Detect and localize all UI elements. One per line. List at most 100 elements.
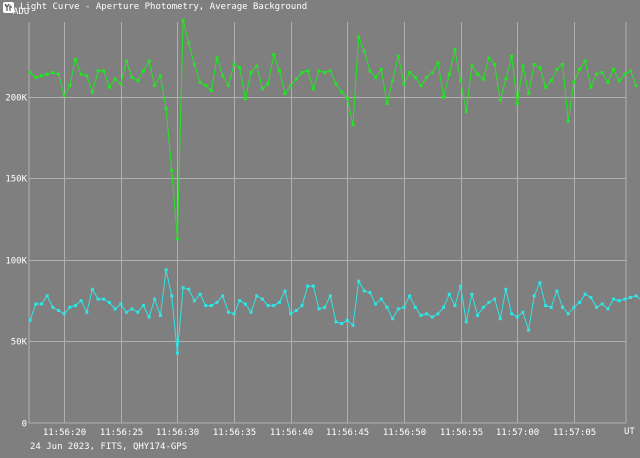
data-point xyxy=(413,75,417,79)
data-point xyxy=(617,79,621,83)
data-point xyxy=(436,312,440,316)
data-point xyxy=(629,296,632,299)
y-tick-label: 200K xyxy=(5,94,27,104)
data-point xyxy=(561,62,565,66)
data-point xyxy=(476,72,480,76)
data-point xyxy=(79,299,83,303)
data-point xyxy=(249,310,253,314)
data-point xyxy=(107,85,111,89)
data-point xyxy=(606,80,610,84)
data-point xyxy=(357,279,361,283)
data-point xyxy=(447,72,451,76)
data-point xyxy=(113,77,117,81)
data-point xyxy=(600,71,604,74)
data-point xyxy=(209,89,213,92)
footer-caption: 24 Jun 2023, FITS, QHY174-GPS xyxy=(30,442,187,452)
data-point xyxy=(221,294,225,298)
data-point xyxy=(555,289,559,293)
data-point xyxy=(600,302,604,306)
data-point xyxy=(119,82,123,86)
data-point xyxy=(334,320,338,324)
data-point xyxy=(538,281,542,285)
data-point xyxy=(374,75,378,79)
data-point xyxy=(192,299,196,303)
data-point xyxy=(198,80,202,84)
data-point xyxy=(629,69,632,73)
data-point xyxy=(96,69,100,73)
data-point xyxy=(181,286,185,290)
data-point xyxy=(164,268,168,272)
y-tick-label: 150K xyxy=(5,175,27,185)
data-point xyxy=(464,110,468,114)
data-point xyxy=(283,289,287,293)
data-point xyxy=(436,61,440,65)
data-point xyxy=(260,87,264,91)
data-point xyxy=(612,297,615,301)
data-point xyxy=(255,64,259,68)
data-point xyxy=(90,287,94,291)
data-point xyxy=(68,84,72,88)
data-point xyxy=(408,71,412,74)
data-point xyxy=(136,79,140,83)
data-point xyxy=(515,315,519,319)
data-point xyxy=(504,77,508,81)
data-point xyxy=(311,87,315,91)
data-point xyxy=(124,310,128,314)
data-point xyxy=(510,312,514,316)
data-point xyxy=(107,300,111,304)
data-point xyxy=(578,67,582,71)
data-point xyxy=(243,97,247,101)
data-point xyxy=(572,305,576,309)
data-point xyxy=(515,102,519,105)
data-point xyxy=(73,58,77,61)
data-point xyxy=(289,84,293,88)
data-point xyxy=(374,302,378,306)
data-point xyxy=(28,318,32,322)
data-point xyxy=(73,304,77,308)
data-point xyxy=(408,294,412,298)
data-point xyxy=(45,72,49,76)
data-point xyxy=(470,64,474,68)
data-point xyxy=(391,79,395,83)
data-point xyxy=(583,59,587,63)
data-point xyxy=(192,62,196,66)
data-point xyxy=(493,62,497,66)
title-bar: Light Curve - Aperture Photometry, Avera… xyxy=(0,0,640,15)
data-point xyxy=(51,71,55,74)
data-point xyxy=(34,302,38,306)
data-point xyxy=(459,79,463,83)
data-point xyxy=(215,56,219,60)
data-point xyxy=(351,123,355,127)
data-point xyxy=(504,287,508,291)
data-point xyxy=(566,119,570,123)
y-tick-label: 100K xyxy=(5,257,27,267)
data-point xyxy=(419,84,423,88)
y-tick-label: 50K xyxy=(11,338,28,348)
data-point xyxy=(521,310,525,314)
data-point xyxy=(204,84,208,88)
data-point xyxy=(413,305,417,309)
data-point xyxy=(379,67,383,71)
data-point xyxy=(249,71,253,74)
data-point xyxy=(113,307,117,311)
data-point xyxy=(40,74,43,78)
data-point xyxy=(141,304,145,308)
data-point xyxy=(317,307,321,311)
data-point xyxy=(28,71,32,74)
data-point xyxy=(589,296,593,299)
data-point xyxy=(181,18,185,22)
data-point xyxy=(362,49,366,53)
data-point xyxy=(294,309,298,312)
data-point xyxy=(606,307,610,311)
light-curve-app-icon[interactable] xyxy=(3,2,14,13)
x-tick-label: 11:57:00 xyxy=(496,428,539,438)
data-point xyxy=(175,237,179,241)
data-point xyxy=(306,69,310,73)
data-point xyxy=(589,85,593,89)
data-point xyxy=(357,35,361,39)
x-tick-label: 11:56:55 xyxy=(440,428,483,438)
data-point xyxy=(521,64,525,68)
data-point xyxy=(340,90,344,94)
data-point xyxy=(487,56,491,60)
